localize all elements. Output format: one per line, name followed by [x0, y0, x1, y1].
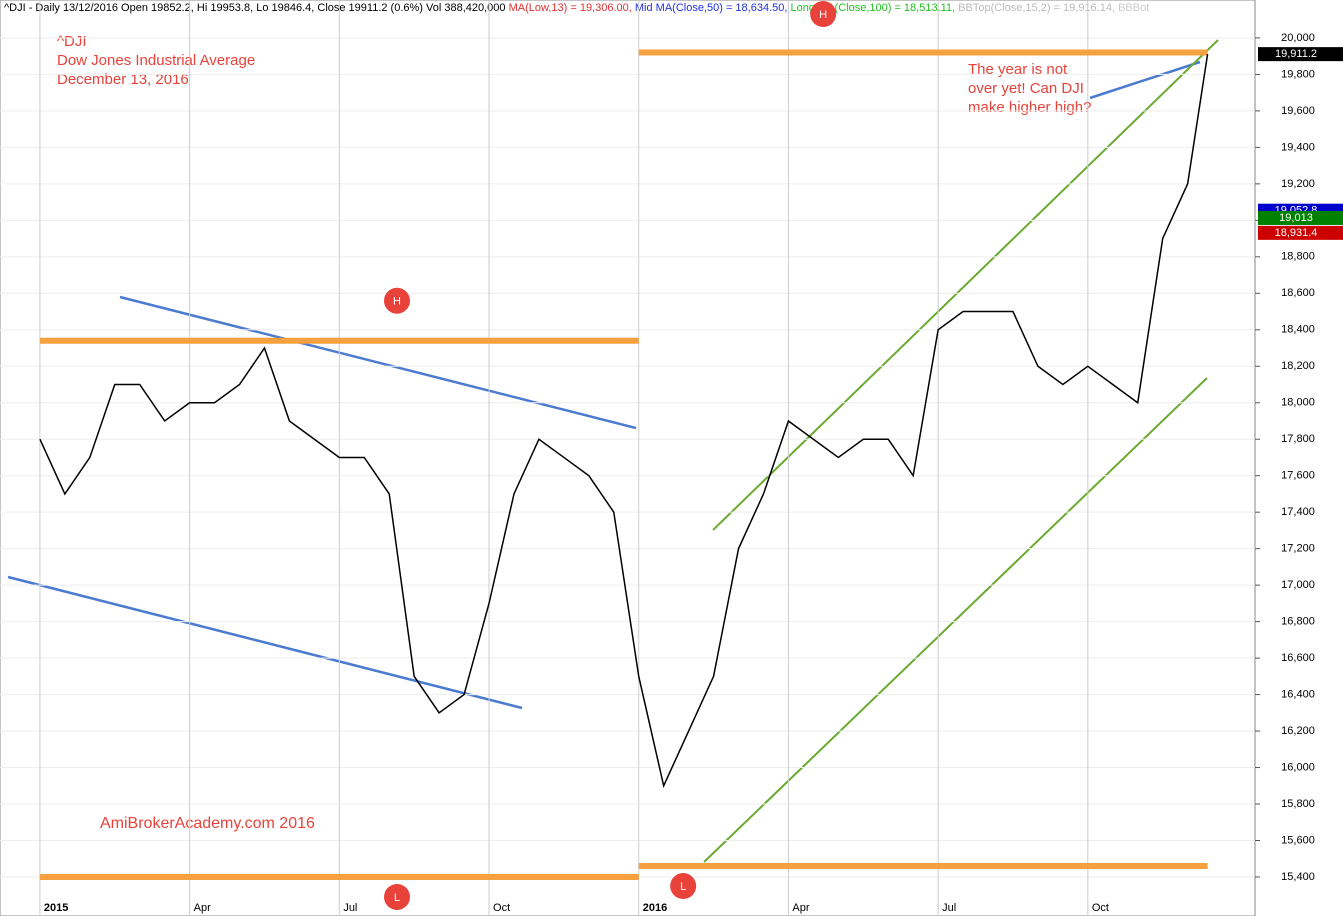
y-tick-label: 20,000 — [1281, 32, 1315, 44]
price-marker — [1258, 47, 1343, 62]
price-line — [39, 54, 1209, 789]
y-tick-label: 18,000 — [1281, 397, 1315, 409]
x-tick-label: Oct — [1092, 902, 1109, 914]
header-bbtop: BBTop(Close,15,2) = 19,916.14, — [958, 2, 1115, 14]
y-tick-label: 16,200 — [1281, 725, 1315, 737]
y-tick-label: 18,400 — [1281, 324, 1315, 336]
y-tick-label: 19,800 — [1281, 68, 1315, 80]
y-tick-label: 17,200 — [1281, 543, 1315, 555]
level-marker-label: H — [819, 9, 827, 21]
price-marker — [1258, 225, 1343, 240]
y-tick-label: 19,400 — [1281, 141, 1315, 153]
y-tick-label: 19,600 — [1281, 105, 1315, 117]
x-tick-label: Apr — [792, 902, 809, 914]
y-tick-label: 16,600 — [1281, 652, 1315, 664]
channel-line — [703, 377, 1208, 863]
annotation: The year is not over yet! Can DJI make h… — [968, 61, 1092, 116]
annotation-box: The year is not over yet! Can DJI make h… — [968, 61, 1092, 116]
level-marker-label: H — [393, 296, 401, 308]
price-marker-label: 18,931.4 — [1275, 227, 1318, 239]
level-marker-label: L — [394, 892, 400, 904]
trendline — [119, 295, 637, 430]
channel — [703, 39, 1219, 863]
x-tick-label: 2015 — [44, 902, 68, 914]
channel-line — [712, 39, 1219, 531]
header-ma-low: MA(Low,13) = 19,306.00, — [509, 2, 632, 14]
y-tick-label: 15,400 — [1281, 871, 1315, 883]
y-tick-label: 15,600 — [1281, 834, 1315, 846]
y-tick-label: 16,400 — [1281, 688, 1315, 700]
subtitle: Dow Jones Industrial Average — [57, 52, 255, 69]
y-tick-label: 17,600 — [1281, 470, 1315, 482]
y-tick-label: 17,400 — [1281, 506, 1315, 518]
price-marker — [1258, 210, 1343, 225]
price-marker-label: 19,013 — [1279, 212, 1313, 224]
date: December 13, 2016 — [57, 71, 189, 88]
plot-area — [0, 0, 1256, 916]
x-tick-label: Oct — [493, 902, 510, 914]
watermark: AmiBrokerAcademy.com 2016 — [100, 815, 315, 832]
title: ^DJI — [57, 33, 87, 50]
level-marker — [670, 873, 697, 900]
header-bbbot: BBBot — [1118, 2, 1149, 14]
level-marker — [384, 883, 410, 910]
y-tick-label: 19,200 — [1281, 178, 1315, 190]
y-tick-label: 16,800 — [1281, 616, 1315, 628]
header-ma-mid: Mid MA(Close,50) = 18,634.50, — [635, 2, 788, 14]
level-marker — [384, 287, 410, 314]
y-tick-label: 17,000 — [1281, 579, 1315, 591]
y-tick-label: 15,800 — [1281, 798, 1315, 810]
y-tick-label: 18,800 — [1281, 251, 1315, 263]
x-tick-label: Jul — [942, 902, 956, 914]
header-main: ^DJI - Daily 13/12/2016 Open 19852.2, Hi… — [4, 2, 506, 14]
trendline — [1089, 60, 1201, 100]
y-tick-label: 18,600 — [1281, 287, 1315, 299]
trendlines — [7, 60, 1201, 710]
y-tick-label: 16,000 — [1281, 761, 1315, 773]
level-marker — [810, 1, 837, 27]
y-tick-label: 18,200 — [1281, 360, 1315, 372]
x-tick-label: Apr — [194, 902, 211, 914]
price-marker-label: 19,911.2 — [1275, 48, 1317, 60]
y-tick-label: 17,800 — [1281, 433, 1315, 445]
header: ^DJI - Daily 13/12/2016 Open 19852.2, Hi… — [4, 2, 1149, 14]
trendline — [7, 575, 523, 710]
x-tick-label: Jul — [343, 902, 357, 914]
x-tick-label: 2016 — [643, 902, 667, 914]
level-marker-label: L — [680, 881, 686, 893]
